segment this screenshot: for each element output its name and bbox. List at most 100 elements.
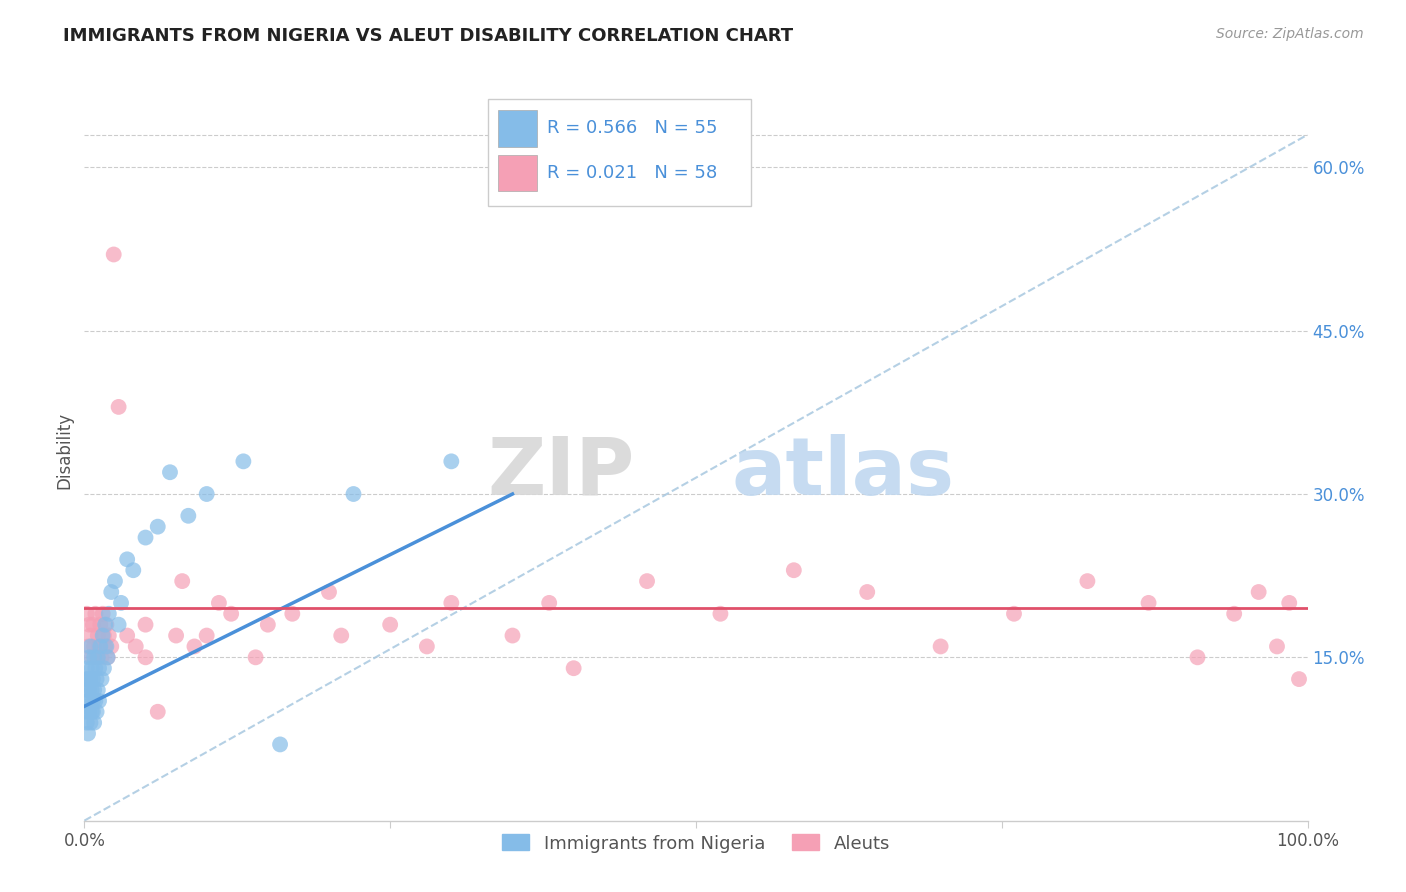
Point [502,628,524,642]
Point [146,705,169,719]
Point [125,640,148,654]
Point [79,640,101,654]
Point [115,552,138,566]
Point [82,705,104,719]
Point [84,661,107,675]
Point [245,650,267,665]
Point [80,683,103,698]
Point [97,650,120,665]
Point [87,661,110,675]
Point [1187,650,1209,665]
Point [165,628,187,642]
FancyBboxPatch shape [498,154,537,191]
Point [1265,640,1288,654]
Legend: Immigrants from Nigeria, Aleuts: Immigrants from Nigeria, Aleuts [495,827,897,860]
Point [87,650,110,665]
Point [76,715,98,730]
Point [146,519,169,533]
Point [380,617,402,632]
Point [107,400,129,414]
Point [91,607,114,621]
Point [416,640,439,654]
Point [1278,596,1301,610]
Point [86,650,108,665]
Point [195,628,218,642]
Point [97,628,120,642]
Point [440,454,463,468]
Point [86,705,108,719]
Point [93,661,115,675]
Point [79,672,101,686]
Point [82,694,104,708]
Point [96,617,118,632]
Point [87,640,110,654]
Point [87,683,110,698]
Point [709,607,731,621]
Point [77,617,100,632]
Point [1247,585,1270,599]
Point [100,585,122,599]
Point [76,683,98,698]
Point [159,465,181,479]
Point [135,617,157,632]
Point [77,726,100,740]
Text: ZIP: ZIP [488,434,636,512]
Point [94,640,117,654]
Text: Source: ZipAtlas.com: Source: ZipAtlas.com [1216,27,1364,41]
Point [1076,574,1098,588]
Point [75,705,97,719]
Point [90,672,112,686]
Point [562,661,585,675]
Point [122,563,145,577]
Point [195,487,218,501]
Point [269,738,291,752]
Point [1137,596,1160,610]
Point [183,640,205,654]
Point [115,628,138,642]
Point [172,574,194,588]
Point [208,596,231,610]
Point [538,596,561,610]
Point [77,683,100,698]
Point [79,715,101,730]
Point [76,607,98,621]
Point [77,694,100,708]
FancyBboxPatch shape [488,99,751,206]
Point [856,585,879,599]
Point [135,650,157,665]
Point [135,531,157,545]
Point [87,694,110,708]
Point [177,508,200,523]
Point [90,650,112,665]
Point [96,640,118,654]
Point [79,628,101,642]
Point [257,617,280,632]
Point [107,617,129,632]
Point [82,617,104,632]
Point [1288,672,1310,686]
Point [104,574,127,588]
Point [77,705,100,719]
Point [79,694,101,708]
Point [318,585,340,599]
Point [89,617,111,632]
Point [80,661,103,675]
Point [783,563,806,577]
Point [97,650,120,665]
Text: IMMIGRANTS FROM NIGERIA VS ALEUT DISABILITY CORRELATION CHART: IMMIGRANTS FROM NIGERIA VS ALEUT DISABIL… [63,27,793,45]
Point [94,617,117,632]
Y-axis label: Disability: Disability [55,412,73,489]
Point [84,607,107,621]
Point [929,640,952,654]
Point [636,574,658,588]
Point [83,650,105,665]
Point [83,715,105,730]
Point [1002,607,1025,621]
Point [82,672,104,686]
Point [342,487,364,501]
Point [110,596,132,610]
Point [77,650,100,665]
Text: R = 0.021   N = 58: R = 0.021 N = 58 [547,164,717,182]
Point [440,596,463,610]
Point [281,607,304,621]
